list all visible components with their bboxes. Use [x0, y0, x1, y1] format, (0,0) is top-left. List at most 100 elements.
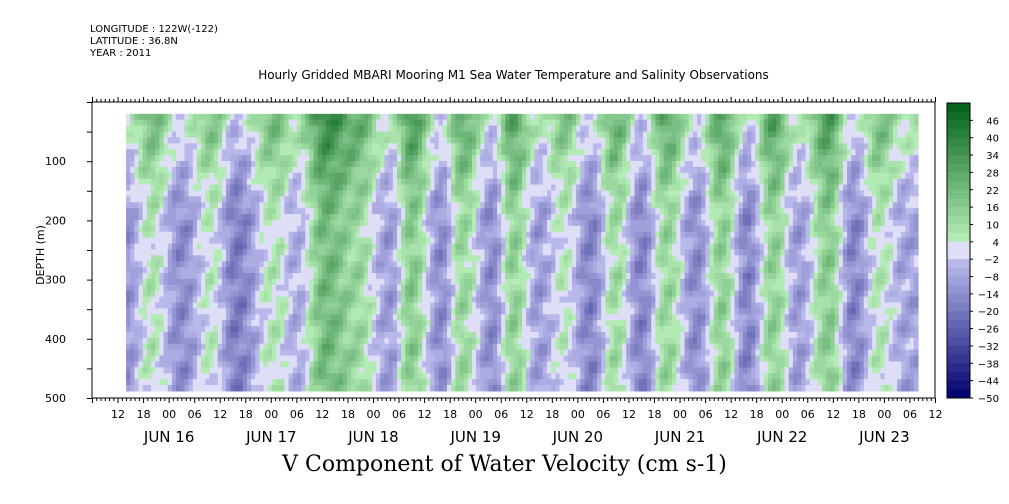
- heatmap-cell: [413, 373, 419, 380]
- heatmap-cell: [563, 119, 569, 127]
- heatmap-cell: [163, 119, 169, 127]
- heatmap-cell: [396, 326, 402, 333]
- heatmap-cell: [126, 243, 131, 251]
- heatmap-cell: [505, 308, 511, 315]
- heatmap-cell: [334, 243, 340, 251]
- heatmap-cell: [130, 225, 135, 233]
- heatmap-cell: [334, 172, 340, 180]
- heatmap-cell: [209, 178, 215, 186]
- heatmap-cell: [284, 331, 290, 339]
- heatmap-cell: [205, 249, 211, 256]
- heatmap-cell: [401, 267, 406, 274]
- heatmap-cell: [563, 373, 569, 380]
- heatmap-cell: [288, 119, 294, 127]
- heatmap-cell: [463, 184, 469, 192]
- heatmap-cell: [555, 225, 561, 233]
- heatmap-cell: [371, 373, 377, 380]
- heatmap-cell: [317, 273, 323, 280]
- heatmap-cell: [313, 119, 319, 127]
- heatmap-cell: [205, 125, 211, 133]
- heatmap-cell: [301, 119, 306, 127]
- heatmap-cell: [351, 255, 356, 262]
- heatmap-cell: [330, 184, 336, 192]
- heatmap-cell: [530, 278, 536, 286]
- heatmap-cell: [376, 243, 381, 251]
- heatmap-cell: [130, 125, 135, 133]
- heatmap-cell: [542, 172, 548, 180]
- heatmap-cell: [259, 320, 265, 327]
- heatmap-cell: [330, 202, 336, 209]
- heatmap-cell: [446, 349, 452, 357]
- heatmap-cell: [255, 190, 261, 197]
- heatmap-cell: [342, 143, 348, 150]
- heatmap-cell: [484, 237, 490, 245]
- heatmap-cell: [467, 290, 473, 298]
- heatmap-cell: [305, 255, 311, 262]
- heatmap-cell: [426, 308, 431, 315]
- heatmap-cell: [401, 320, 406, 327]
- heatmap-cell: [472, 149, 477, 156]
- heatmap-cell: [313, 202, 319, 209]
- heatmap-cell: [526, 314, 531, 321]
- heatmap-cell: [376, 314, 381, 321]
- heatmap-cell: [305, 208, 311, 215]
- heatmap-cell: [367, 161, 373, 168]
- heatmap-cell: [417, 166, 423, 174]
- heatmap-cell: [205, 314, 211, 321]
- heatmap-cell: [292, 296, 298, 304]
- heatmap-cell: [280, 296, 286, 304]
- heatmap-cell: [196, 178, 202, 186]
- heatmap-cell: [246, 214, 252, 221]
- heatmap-cell: [284, 113, 290, 121]
- heatmap-cell: [351, 278, 356, 286]
- heatmap-cell: [551, 290, 556, 298]
- heatmap-cell: [505, 267, 511, 274]
- heatmap-cell: [492, 237, 498, 245]
- heatmap-cell: [301, 326, 306, 333]
- heatmap-cell: [551, 231, 556, 239]
- heatmap-cell: [284, 355, 290, 363]
- heatmap-cell: [301, 343, 306, 351]
- heatmap-cell: [126, 172, 131, 180]
- heatmap-cell: [526, 225, 531, 233]
- heatmap-cell: [355, 308, 361, 315]
- heatmap-cell: [226, 355, 231, 363]
- heatmap-cell: [480, 208, 486, 215]
- heatmap-cell: [388, 172, 394, 180]
- heatmap-cell: [417, 202, 423, 209]
- heatmap-cell: [171, 337, 177, 345]
- heatmap-cell: [255, 143, 261, 150]
- heatmap-cell: [326, 184, 331, 192]
- heatmap-cell: [184, 373, 190, 380]
- heatmap-cell: [167, 237, 173, 245]
- heatmap-cell: [242, 267, 248, 274]
- heatmap-cell: [421, 361, 427, 368]
- heatmap-cell: [421, 367, 427, 374]
- heatmap-cell: [180, 225, 186, 233]
- heatmap-cell: [438, 161, 444, 168]
- heatmap-cell: [509, 214, 515, 221]
- heatmap-cell: [446, 314, 452, 321]
- heatmap-cell: [296, 219, 302, 227]
- heatmap-cell: [221, 202, 227, 209]
- heatmap-cell: [188, 255, 194, 262]
- heatmap-cell: [476, 125, 481, 133]
- heatmap-cell: [451, 225, 456, 233]
- heatmap-cell: [205, 155, 211, 162]
- heatmap-cell: [305, 308, 311, 315]
- heatmap-cell: [246, 296, 252, 304]
- heatmap-cell: [163, 166, 169, 174]
- heatmap-cell: [142, 267, 148, 274]
- heatmap-cell: [484, 331, 490, 339]
- heatmap-cell: [217, 166, 223, 174]
- heatmap-cell: [430, 308, 436, 315]
- heatmap-cell: [155, 373, 161, 380]
- heatmap-cell: [234, 278, 240, 286]
- heatmap-cell: [305, 290, 311, 298]
- heatmap-cell: [513, 149, 519, 156]
- heatmap-cell: [492, 349, 498, 357]
- heatmap-cell: [417, 355, 423, 363]
- heatmap-cell: [530, 243, 536, 251]
- heatmap-cell: [509, 273, 515, 280]
- heatmap-cell: [334, 131, 340, 139]
